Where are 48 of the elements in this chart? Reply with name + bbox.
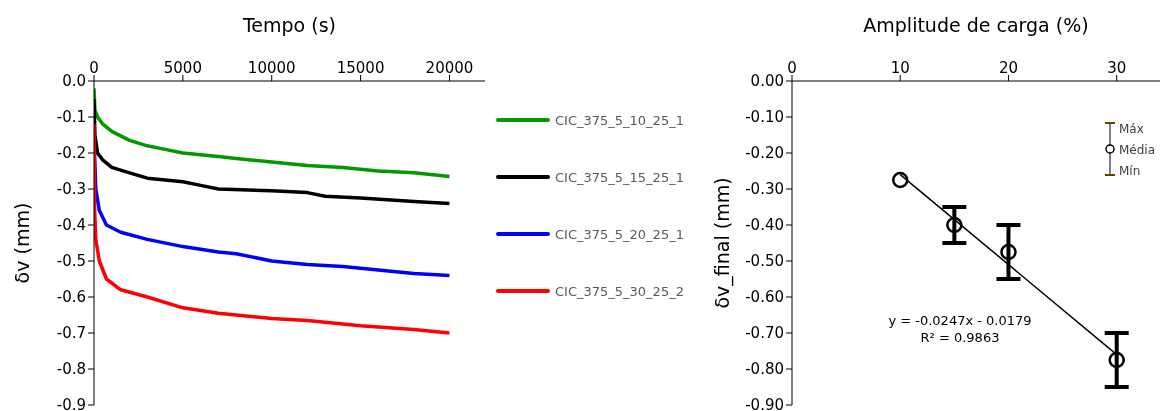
y-tick-label: 0.0 bbox=[62, 72, 86, 91]
x-tick-label: 0 bbox=[787, 59, 797, 77]
x-tick-label: 10000 bbox=[247, 59, 296, 77]
annotation: y = -0.0247x - 0.0179 bbox=[887, 312, 1033, 329]
y-tick-label: -0.1 bbox=[56, 108, 86, 127]
y-tick-label: -0.70 bbox=[745, 324, 784, 343]
y-tick-label: -0.2 bbox=[56, 144, 86, 163]
annotation: Mín bbox=[1119, 163, 1142, 180]
legend-label: CIC_375_5_10_25_1 bbox=[555, 112, 684, 128]
annotation: R² = 0.9863 bbox=[919, 329, 1001, 346]
line-series bbox=[94, 86, 452, 179]
y-axis-title: δv (mm) bbox=[10, 202, 33, 284]
point bbox=[1000, 243, 1017, 261]
y-tick-label: 0.00 bbox=[750, 72, 784, 91]
x-tick-label: 15000 bbox=[336, 59, 385, 77]
point bbox=[891, 171, 909, 189]
x-axis-title: Tempo (s) bbox=[241, 14, 337, 37]
y-tick-label: -0.80 bbox=[745, 360, 784, 379]
y-tick-label: -0.4 bbox=[56, 216, 86, 235]
x-tick-label: 30 bbox=[1107, 59, 1127, 77]
y-tick-label: -0.50 bbox=[745, 252, 784, 271]
y-tick-label: -0.90 bbox=[745, 396, 784, 411]
y-tick-label: -0.3 bbox=[56, 180, 86, 199]
legend-label: CIC_375_5_20_25_1 bbox=[555, 226, 684, 242]
y-tick-label: -0.6 bbox=[56, 288, 86, 307]
x-tick-label: 20 bbox=[998, 59, 1019, 77]
point bbox=[946, 216, 963, 234]
annotation: Média bbox=[1119, 142, 1156, 159]
x-tick-label: 0 bbox=[89, 59, 99, 77]
y-tick-label: -0.20 bbox=[745, 144, 784, 163]
y-tick-label: -0.9 bbox=[56, 396, 86, 411]
legend-label: CIC_375_5_30_25_2 bbox=[555, 283, 684, 299]
point bbox=[1108, 351, 1125, 369]
y-tick-label: -0.30 bbox=[745, 180, 784, 199]
line-series bbox=[94, 122, 452, 335]
y-axis-title: δv_final (mm) bbox=[710, 177, 734, 309]
x-tick-label: 20000 bbox=[425, 59, 474, 77]
legend-label: CIC_375_5_15_25_1 bbox=[555, 169, 684, 185]
annotation: Máx bbox=[1119, 121, 1145, 138]
y-tick-label: -0.60 bbox=[745, 288, 784, 307]
x-tick-label: 5000 bbox=[163, 59, 202, 77]
x-tick-label: 10 bbox=[890, 59, 910, 77]
x-axis-title: Amplitude de carga (%) bbox=[863, 14, 1089, 37]
y-tick-label: -0.10 bbox=[745, 108, 784, 127]
y-tick-label: -0.40 bbox=[745, 216, 784, 235]
y-tick-label: -0.7 bbox=[56, 324, 86, 343]
y-tick-label: -0.8 bbox=[56, 360, 86, 379]
y-tick-label: -0.5 bbox=[56, 252, 86, 271]
